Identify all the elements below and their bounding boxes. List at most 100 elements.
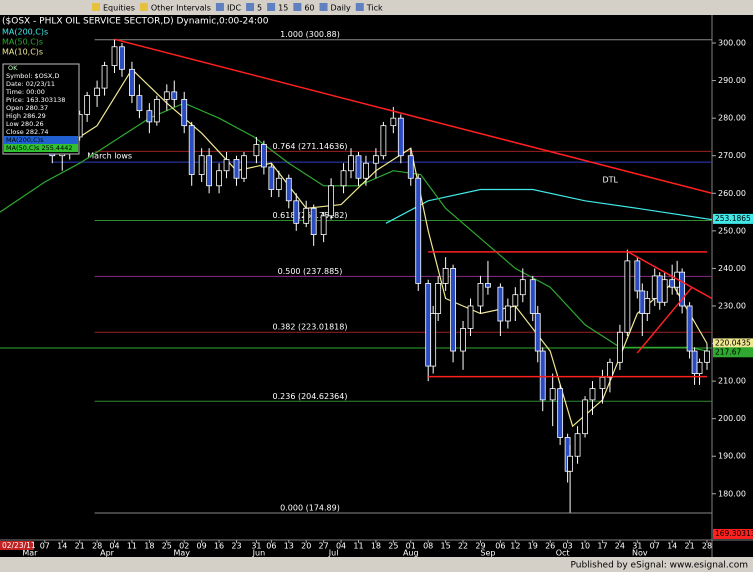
candle-body [268, 166, 275, 190]
annotation: March lows [87, 152, 132, 161]
candle-body [696, 361, 703, 374]
fib-label: 0.236 (204.62364) [273, 392, 348, 401]
y-tick-label: 250.00 [718, 226, 746, 235]
candle-body [233, 159, 240, 179]
candle-body [363, 162, 369, 179]
x-tick-label: 24 [615, 542, 625, 551]
candle-body [686, 305, 693, 352]
info-row: OK [8, 64, 18, 72]
month-label: Apr [100, 549, 115, 558]
price-box-label: 217.67 [715, 347, 741, 356]
x-tick-label: 25 [388, 542, 398, 551]
plot-area: 1.000 (300.88) 0.764 (271.14636) 0.618 (25… [0, 30, 712, 514]
x-tick-label: 27 [319, 542, 329, 551]
toolbar-button[interactable]: IDC [227, 4, 242, 13]
candle-body [574, 433, 581, 457]
cursor-date: 02/23/11 [2, 541, 36, 550]
info-row: Time: 00:00 [5, 88, 45, 96]
month-label: Sep [480, 549, 495, 558]
candle-body [373, 155, 379, 164]
candle-body [407, 155, 414, 179]
price-box [713, 213, 753, 224]
candle-body [340, 170, 347, 187]
candle-body [163, 91, 170, 100]
toolbar-button[interactable]: Equities [103, 4, 135, 13]
toolbar-button[interactable]: 60 [304, 4, 314, 13]
candle-body [704, 350, 710, 363]
info-row: MA(50,C)s 255.4442 [6, 144, 72, 152]
x-tick-label: 19 [528, 542, 538, 551]
x-tick-label: 06 [266, 542, 276, 551]
candle-body [310, 207, 317, 236]
candle-body [651, 275, 658, 299]
x-tick-label: 12 [510, 542, 520, 551]
info-row: High 286.29 [6, 112, 46, 120]
candle-body [129, 68, 135, 97]
candle-body [348, 155, 354, 172]
info-row: Date: 02/23/11 [6, 80, 55, 88]
candle-body [206, 155, 213, 187]
info-row: Close 282.74 [6, 128, 49, 136]
candle-body [485, 283, 491, 288]
toolbar-button[interactable]: Tick [366, 4, 383, 13]
candle-body [119, 46, 125, 70]
y-tick-label: 180.00 [718, 489, 746, 498]
y-tick-label: 270.00 [718, 151, 746, 160]
toolbar-button[interactable]: 5 [257, 4, 262, 13]
candle-body [467, 305, 474, 329]
candle-body [181, 98, 188, 127]
month-label: Jun [252, 549, 266, 558]
chart-title: ($OSX - PHLX OIL SERVICE SECTOR,D) Dynam… [2, 17, 269, 27]
candle-body [253, 144, 260, 157]
footer-bar [0, 557, 753, 572]
trendline [626, 250, 712, 300]
candle-body [519, 279, 526, 296]
price-box-label: 169.30313 [715, 529, 753, 538]
price-box [713, 528, 753, 539]
candle-body [397, 117, 404, 157]
legend-entry: MA(50,C)s [2, 38, 43, 47]
candle-body [539, 350, 546, 401]
price-box-label: 220.0435 [715, 338, 751, 347]
toolbar-icon [267, 3, 276, 11]
toolbar-button[interactable]: Daily [331, 4, 352, 13]
x-tick-label: 10 [580, 542, 590, 551]
candle-body [415, 177, 422, 284]
candle-body [101, 65, 108, 89]
candle-body [582, 399, 588, 435]
y-tick-label: 300.00 [718, 39, 746, 48]
toolbar-button[interactable]: Other Intervals [151, 4, 211, 13]
month-label: Nov [632, 549, 648, 558]
info-row: Symbol: $OSX,D [6, 72, 59, 80]
month-label: Jul [328, 549, 339, 558]
candle-body [94, 87, 100, 97]
x-tick-label: 21 [75, 542, 85, 551]
candle-body [679, 271, 686, 307]
fib-label: 0.618 (252.75182) [273, 211, 348, 220]
moving-average [0, 102, 708, 352]
moving-average [385, 188, 712, 224]
candle-body [549, 388, 556, 401]
fib-label: 0.382 (223.01818) [273, 323, 348, 332]
x-tick-label: 25 [162, 542, 172, 551]
toolbar-icon [92, 3, 100, 11]
x-tick-label: 07 [650, 542, 660, 551]
candle-body [435, 283, 442, 314]
candle-body [607, 361, 613, 378]
candle-body [84, 95, 91, 115]
candle-body [223, 159, 230, 172]
candle-body [460, 328, 466, 352]
fib-label: 0.764 (271.14636) [273, 142, 348, 151]
candle-body [557, 388, 564, 438]
candle-body [669, 279, 676, 288]
x-tick-label: 01 [406, 542, 416, 551]
candle-body [241, 155, 247, 179]
x-tick-label: 02 [179, 542, 189, 551]
candle-body [303, 207, 310, 224]
toolbar-button[interactable]: 15 [278, 4, 288, 13]
x-tick-label: 07 [40, 542, 50, 551]
price-box [713, 347, 753, 358]
